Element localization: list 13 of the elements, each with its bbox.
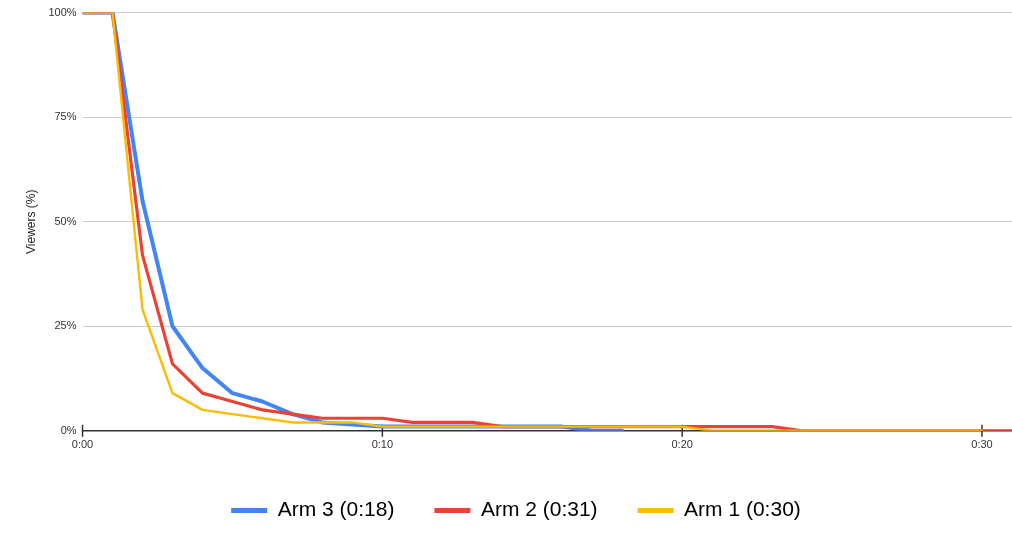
legend-label: Arm 2 (0:31) bbox=[480, 497, 598, 521]
x-tick-label: 0:00 bbox=[71, 438, 94, 451]
y-tick-label: 50% bbox=[54, 214, 77, 227]
y-tick-label: 0% bbox=[60, 423, 77, 436]
y-tick-label: 25% bbox=[54, 319, 77, 332]
y-axis-title: Viewers (%) bbox=[23, 189, 38, 254]
legend-label: Arm 1 (0:30) bbox=[684, 497, 801, 521]
x-tick-label: 0:30 bbox=[971, 438, 993, 451]
y-tick-label: 75% bbox=[54, 110, 77, 123]
x-tick-label: 0:10 bbox=[371, 438, 394, 451]
legend-label: Arm 3 (0:18) bbox=[277, 497, 395, 521]
y-tick-label: 100% bbox=[48, 5, 77, 18]
x-tick-label: 0:20 bbox=[671, 438, 693, 451]
